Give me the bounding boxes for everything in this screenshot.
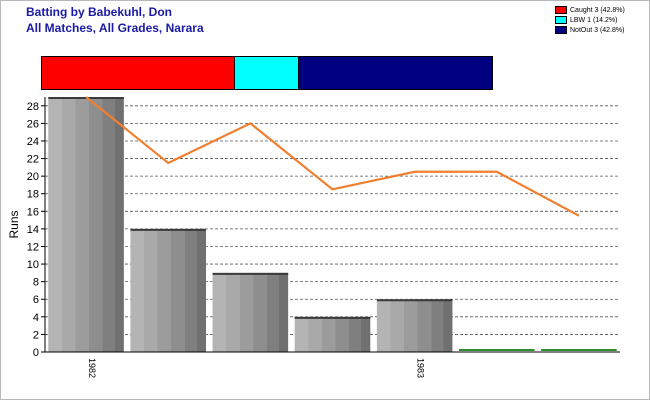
- y-tick-label-22: 22: [27, 154, 39, 166]
- y-tick-label-4: 4: [33, 312, 39, 324]
- y-tick-label-6: 6: [33, 294, 39, 306]
- y-tick-label-28: 28: [27, 101, 39, 113]
- y-tick-label-20: 20: [27, 171, 39, 183]
- legend-swatch-lbw: [555, 16, 567, 24]
- y-axis-title: Runs: [7, 210, 21, 238]
- y-tick-label-12: 12: [27, 241, 39, 253]
- x-tick-label-4: 1983: [416, 358, 426, 378]
- y-tick-label-0: 0: [33, 347, 39, 359]
- chart-title-line-2: All Matches, All Grades, Narara: [26, 21, 204, 35]
- bar-3: [294, 316, 371, 352]
- legend-swatch-caught: [555, 6, 567, 14]
- y-tick-label-24: 24: [27, 136, 39, 148]
- chart-title-line-1: Batting by Babekuhl, Don: [26, 5, 173, 19]
- legend-label-lbw: LBW 1 (14.2%): [570, 16, 618, 24]
- dismissal-summary-bar: [41, 56, 493, 90]
- y-tick-label-14: 14: [27, 224, 39, 236]
- y-tick-label-2: 2: [33, 329, 39, 341]
- legend-swatch-notout: [555, 26, 567, 34]
- chart-title: Batting by Babekuhl, Don All Matches, Al…: [26, 4, 204, 36]
- y-tick-label-26: 26: [27, 118, 39, 130]
- bar-6: [541, 349, 617, 351]
- bar-5: [459, 349, 535, 351]
- summary-segment-caught: [42, 57, 235, 89]
- summary-segment-lbw: [234, 57, 299, 89]
- legend-item-caught: Caught 3 (42.8%): [555, 5, 643, 15]
- y-tick-label-10: 10: [27, 259, 39, 271]
- bars: [48, 97, 617, 352]
- trend-line: [85, 96, 580, 217]
- bar-4: [376, 299, 453, 352]
- bar-1: [130, 228, 206, 352]
- y-tick-label-8: 8: [33, 277, 39, 289]
- bar-0: [48, 97, 124, 352]
- summary-segment-notout: [299, 57, 492, 89]
- legend-item-lbw: LBW 1 (14.2%): [555, 15, 643, 25]
- bar-2: [212, 272, 289, 352]
- legend: Caught 3 (42.8%) LBW 1 (14.2%) NotOut 3 …: [555, 5, 643, 35]
- x-tick-label-0: 1982: [87, 358, 97, 378]
- legend-label-caught: Caught 3 (42.8%): [570, 6, 625, 14]
- legend-item-notout: NotOut 3 (42.8%): [555, 25, 643, 35]
- trend-line-path: [85, 96, 580, 217]
- y-tick-label-18: 18: [27, 189, 39, 201]
- y-tick-label-16: 16: [27, 206, 39, 218]
- legend-label-notout: NotOut 3 (42.8%): [570, 26, 625, 34]
